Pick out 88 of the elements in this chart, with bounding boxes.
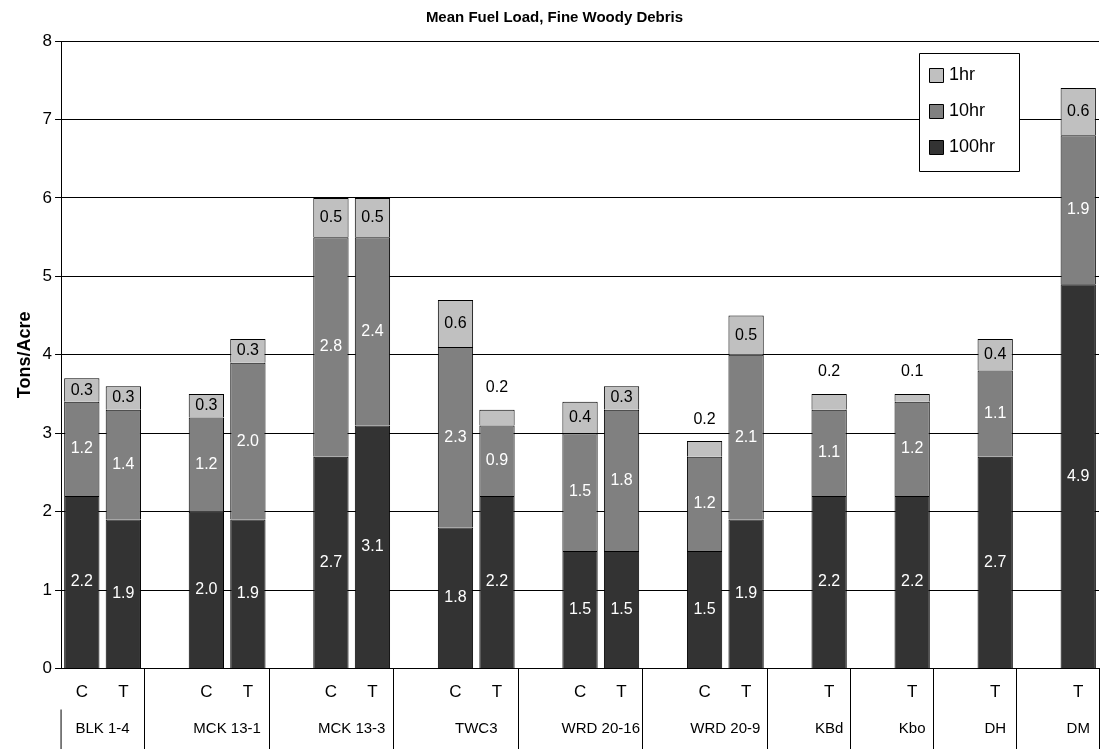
x-tick-label: C bbox=[573, 682, 587, 702]
data-label: 1.5 bbox=[610, 599, 633, 617]
text: TWC3 bbox=[454, 719, 498, 737]
y-tick-label: 3 bbox=[42, 422, 53, 442]
data-label: 0.4 bbox=[568, 407, 592, 425]
text: DH bbox=[984, 719, 1007, 737]
x-tick-label: T bbox=[906, 682, 918, 702]
data-label: 0.5 bbox=[734, 325, 758, 343]
y-tick-label: 8 bbox=[42, 30, 53, 50]
data-label: 1.9 bbox=[734, 584, 758, 602]
data-label: 1.5 bbox=[568, 599, 592, 617]
data-label: 1.8 bbox=[610, 470, 633, 488]
y-tick-label: 0 bbox=[42, 658, 53, 678]
data-label: 1.5 bbox=[568, 482, 592, 500]
x-tick-label: C bbox=[449, 682, 462, 702]
data-label: 0.6 bbox=[444, 313, 467, 331]
y-tick-label: 7 bbox=[42, 109, 53, 129]
text: KBd bbox=[814, 719, 844, 737]
chart-title: Mean Fuel Load, Fine Woody Debris bbox=[425, 8, 684, 26]
x-tick-label: T bbox=[367, 682, 378, 702]
data-label: 1.5 bbox=[693, 599, 716, 617]
data-label: 0.3 bbox=[195, 396, 218, 414]
data-label: 1.2 bbox=[901, 439, 924, 457]
data-label: 0.5 bbox=[319, 207, 343, 225]
data-label: 1.2 bbox=[70, 439, 94, 457]
text: DM bbox=[1066, 719, 1090, 737]
x-tick-label: T bbox=[118, 682, 129, 702]
data-label: 3.1 bbox=[361, 537, 384, 555]
x-tick-label: C bbox=[200, 682, 213, 702]
data-label: 2.7 bbox=[984, 552, 1007, 570]
text: MCK 13-3 bbox=[317, 719, 386, 737]
text: Kbo bbox=[898, 719, 926, 737]
data-label: 0.9 bbox=[485, 451, 509, 469]
data-label: 2.2 bbox=[485, 572, 509, 590]
x-tick-label: T bbox=[491, 682, 503, 702]
data-label: 1.1 bbox=[818, 443, 841, 461]
x-tick-label: T bbox=[616, 682, 627, 702]
x-tick-label: T bbox=[823, 682, 835, 702]
y-axis-title: Tons/Acre bbox=[13, 311, 34, 399]
y-tick-label: 2 bbox=[42, 501, 53, 521]
data-label: 2.0 bbox=[236, 431, 260, 449]
legend-label: 10hr bbox=[949, 99, 986, 120]
data-label: 2.1 bbox=[734, 427, 758, 445]
data-label: 0.3 bbox=[70, 380, 94, 398]
text: WRD 20-16 bbox=[561, 719, 640, 737]
text: BLK 1-4 bbox=[75, 719, 130, 737]
text: MCK 13-1 bbox=[193, 719, 261, 737]
y-tick-label: 5 bbox=[42, 266, 53, 286]
data-label: 0.6 bbox=[1067, 102, 1090, 120]
data-label: 0.5 bbox=[361, 207, 384, 225]
data-label: 1.9 bbox=[1067, 200, 1090, 218]
data-label: 1.2 bbox=[195, 455, 218, 473]
data-label: 2.2 bbox=[818, 572, 841, 590]
data-label: 1.4 bbox=[112, 455, 135, 473]
data-label: 1.9 bbox=[112, 584, 135, 602]
data-label: 4.9 bbox=[1067, 466, 1090, 484]
data-label: 0.3 bbox=[112, 388, 135, 406]
data-label: 2.0 bbox=[195, 580, 218, 598]
data-label: 2.2 bbox=[901, 572, 924, 590]
y-tick-label: 1 bbox=[42, 579, 53, 599]
x-tick-label: T bbox=[242, 682, 254, 702]
data-label: 0.2 bbox=[485, 378, 509, 396]
data-label: 2.3 bbox=[444, 427, 467, 445]
data-label: 1.1 bbox=[984, 404, 1007, 422]
data-label: 1.2 bbox=[693, 494, 716, 512]
data-label: 1.9 bbox=[236, 584, 260, 602]
x-tick-label: T bbox=[740, 682, 752, 702]
data-label: 0.1 bbox=[901, 362, 924, 380]
data-label: 2.8 bbox=[319, 337, 343, 355]
legend-label: 1hr bbox=[949, 63, 976, 84]
data-label: 1.8 bbox=[444, 588, 467, 606]
x-tick-label: T bbox=[990, 682, 1001, 702]
x-tick-label: C bbox=[324, 682, 338, 702]
x-tick-label: C bbox=[75, 682, 88, 702]
data-label: 0.2 bbox=[693, 409, 716, 427]
text: WRD 20-9 bbox=[690, 719, 761, 737]
data-label: 2.2 bbox=[70, 572, 94, 590]
data-label: 2.7 bbox=[319, 552, 343, 570]
y-tick-label: 4 bbox=[42, 344, 53, 364]
data-label: 0.2 bbox=[818, 362, 841, 380]
y-tick-label: 6 bbox=[42, 187, 53, 207]
data-label: 0.3 bbox=[610, 388, 633, 406]
data-label: 0.4 bbox=[984, 345, 1007, 363]
legend-label: 100hr bbox=[949, 135, 996, 156]
data-label: 2.4 bbox=[361, 321, 384, 339]
x-tick-label: C bbox=[698, 682, 711, 702]
data-label: 0.3 bbox=[236, 341, 260, 359]
x-tick-label: T bbox=[1073, 682, 1084, 702]
